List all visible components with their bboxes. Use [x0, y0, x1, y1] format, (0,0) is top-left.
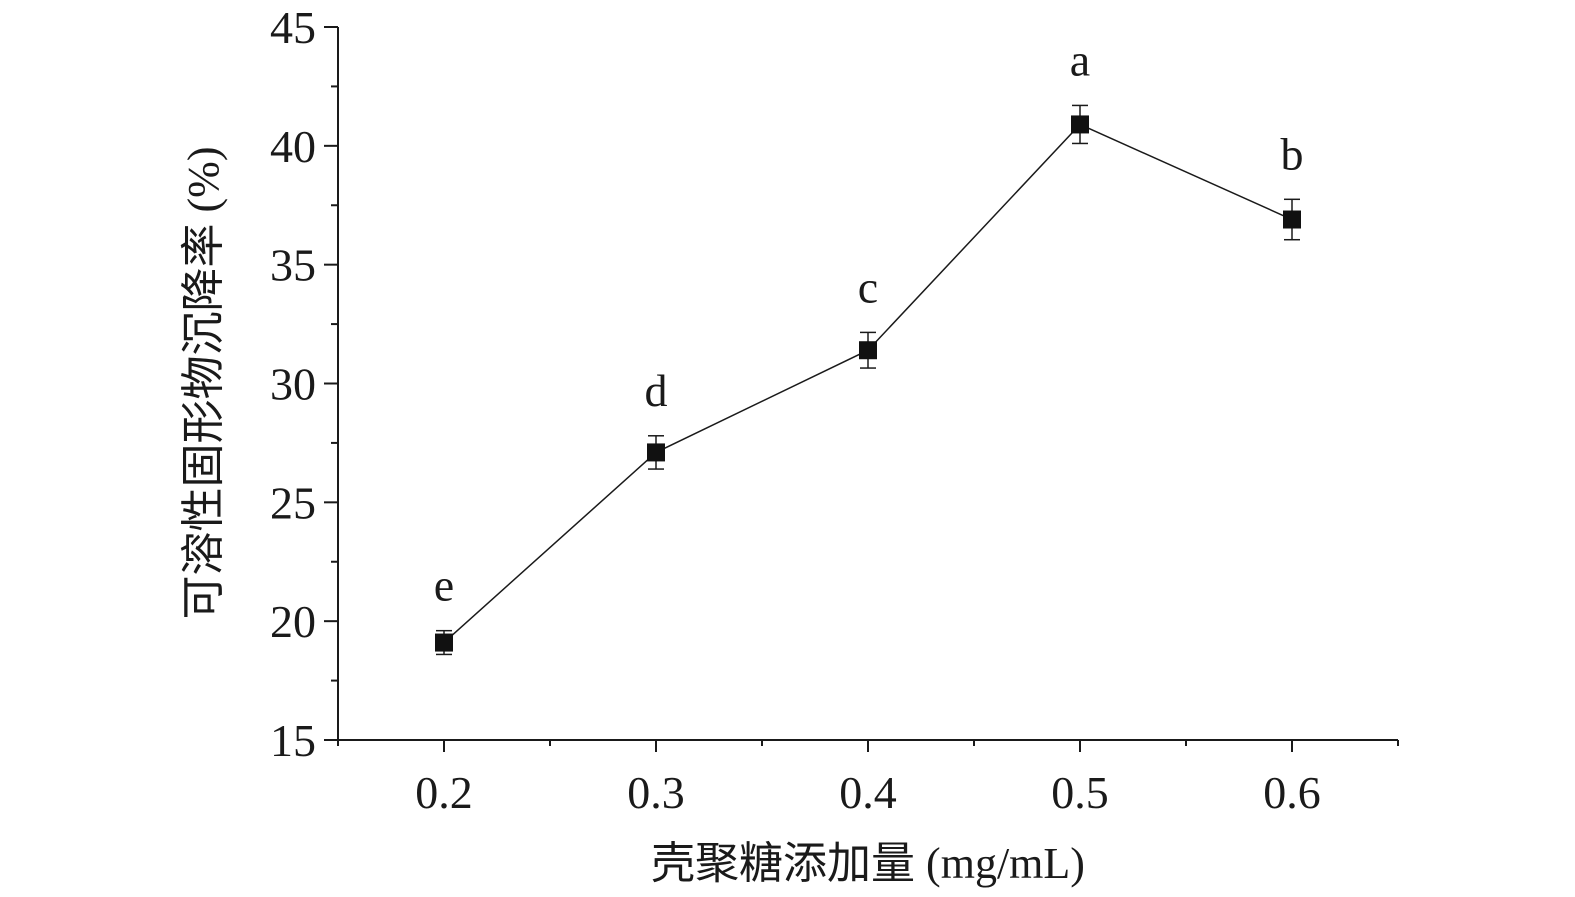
- x-tick-label: 0.3: [627, 767, 685, 818]
- y-tick-label: 15: [270, 715, 316, 766]
- significance-letter: d: [645, 365, 668, 416]
- y-tick-label: 40: [270, 121, 316, 172]
- axes: [337, 27, 1398, 741]
- x-axis-title: 壳聚糖添加量 (mg/mL): [651, 839, 1085, 888]
- data-point: [1283, 210, 1301, 229]
- data-point: [1071, 115, 1089, 134]
- series: [435, 104, 1301, 656]
- x-tick-label: 0.5: [1051, 767, 1109, 818]
- y-tick-label: 25: [270, 477, 316, 528]
- x-tick-label: 0.2: [415, 767, 473, 818]
- y-tick-label: 35: [270, 240, 316, 291]
- x-tick-label: 0.4: [839, 767, 897, 818]
- significance-letter: a: [1070, 34, 1090, 85]
- y-tick-label: 20: [270, 596, 316, 647]
- series-line: [443, 123, 1293, 644]
- significance-letter: e: [434, 560, 454, 611]
- y-tick-label: 45: [270, 2, 316, 53]
- x-tick-label: 0.6: [1263, 767, 1321, 818]
- x-ticks: 0.2 0.3 0.4 0.5 0.6: [337, 740, 1399, 818]
- significance-letter: b: [1281, 128, 1304, 179]
- y-axis-title: 可溶性固形物沉降率 (%): [179, 147, 228, 620]
- y-ticks: 15 20 25 30 35 40 45: [270, 2, 338, 766]
- data-point: [647, 443, 665, 462]
- significance-letter: c: [858, 261, 878, 312]
- labels: e d c a b: [434, 34, 1304, 610]
- data-point: [859, 341, 877, 360]
- y-tick-label: 30: [270, 359, 316, 410]
- data-point: [435, 633, 453, 652]
